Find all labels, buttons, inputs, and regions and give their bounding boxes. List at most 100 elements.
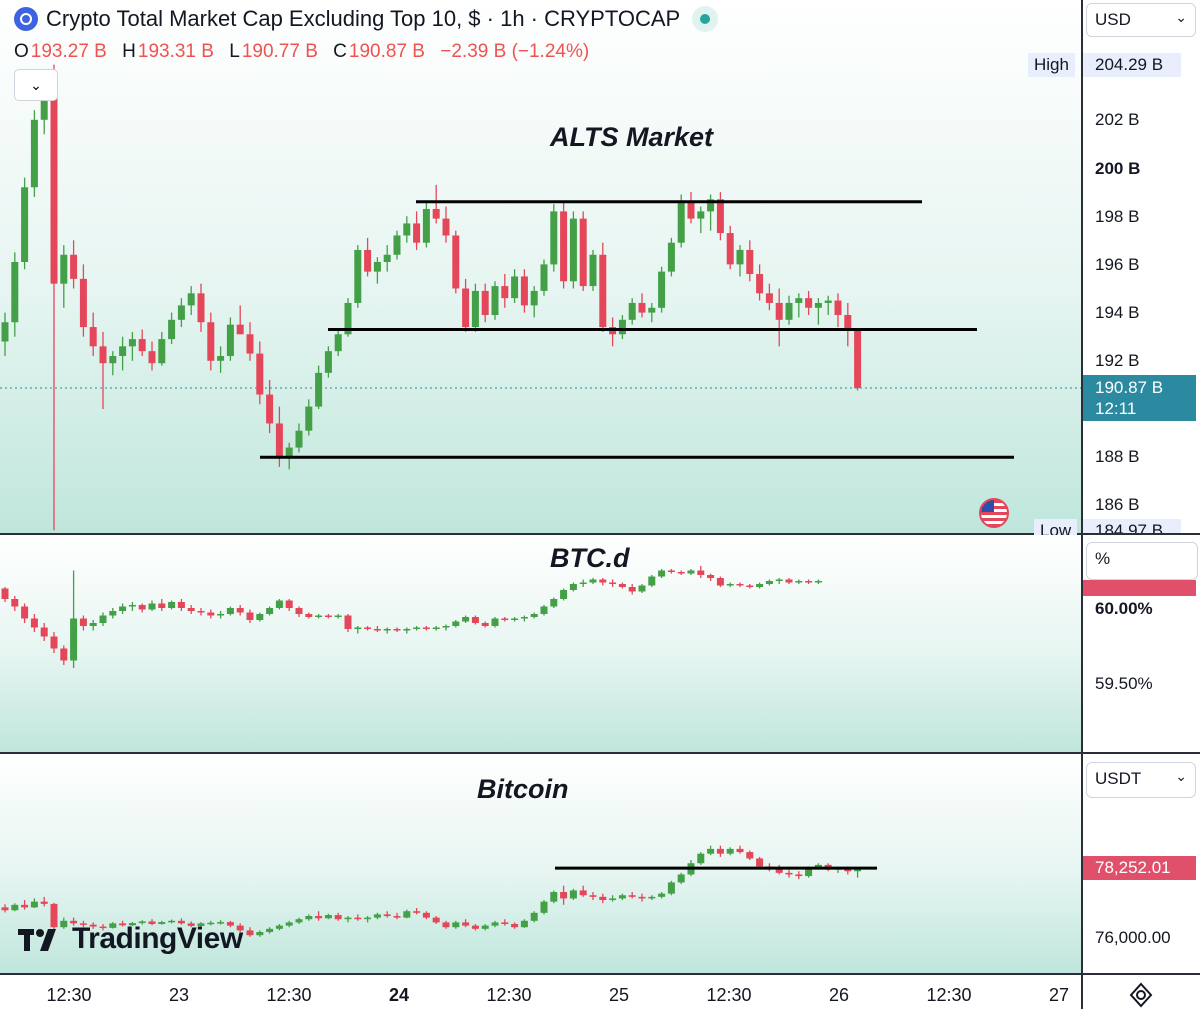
candle-body (383, 914, 391, 917)
candle (30, 614, 38, 632)
candle (128, 922, 136, 926)
candle-body (775, 579, 783, 581)
candle (305, 399, 313, 436)
candle-body (403, 629, 411, 631)
candle-body (324, 615, 332, 617)
candle (628, 584, 636, 595)
us-flag-icon[interactable] (979, 498, 1009, 528)
candle-body (305, 916, 313, 920)
candle (579, 885, 587, 897)
candle-body (187, 608, 195, 611)
candle-body (716, 199, 724, 234)
candle (383, 245, 391, 272)
candle (756, 856, 764, 869)
candle-body (462, 288, 470, 328)
time-label: 25 (608, 985, 630, 1005)
chart-settings-icon[interactable] (1128, 982, 1154, 1008)
bitcoin-pane[interactable]: Bitcoin TradingView (0, 754, 1081, 973)
btc-dominance-pane[interactable]: BTC.d (0, 535, 1081, 752)
collapse-legend-button[interactable]: ⌄ (14, 69, 58, 101)
candle (569, 888, 577, 901)
unit-selector[interactable]: % (1086, 542, 1198, 580)
pane-divider[interactable] (0, 752, 1200, 754)
candle-body (775, 302, 783, 320)
candle-body (599, 254, 607, 328)
candle-body (1, 322, 9, 342)
btc-dominance-chart[interactable] (0, 535, 1081, 752)
candle-body (79, 923, 87, 925)
candle (128, 602, 136, 611)
candle (99, 924, 107, 931)
candle (462, 615, 470, 623)
candle (550, 597, 558, 608)
candle-body (560, 590, 568, 599)
candle (765, 283, 773, 311)
candle (687, 569, 695, 575)
time-axis[interactable]: 12:30 23 12:30 24 12:30 25 12:30 26 12:3… (0, 975, 1081, 1009)
candle-body (21, 904, 29, 908)
candle (50, 632, 58, 653)
candle (609, 579, 617, 587)
candle (207, 312, 215, 371)
candle-body (501, 618, 509, 620)
candle-body (520, 920, 528, 928)
main-price-axis[interactable]: USD ⌄ 204.29 B 202 B 200 B 198 B 196 B 1… (1083, 0, 1200, 533)
candle-body (256, 614, 264, 620)
symbol-title[interactable]: Crypto Total Market Cap Excluding Top 10… (46, 6, 681, 31)
candle-body (334, 334, 342, 352)
candle-body (285, 447, 293, 458)
candle (79, 920, 87, 928)
candle-body (667, 570, 675, 572)
candle (158, 599, 166, 611)
alts-market-pane[interactable]: ALTS Market Crypto Total Market Cap Excl… (0, 0, 1081, 533)
candle (814, 298, 822, 325)
candle-body (569, 218, 577, 282)
candle (618, 582, 626, 589)
candle (520, 269, 528, 313)
quote-currency-label: USDT (1095, 769, 1142, 788)
candle-body (119, 923, 127, 926)
btcd-price-axis[interactable]: % 60.00% 59.50% (1083, 535, 1200, 752)
candle (471, 924, 479, 931)
price-tick: 198 B (1095, 207, 1140, 226)
pane-divider[interactable] (0, 533, 1200, 535)
bitcoin-last-price-badge: 78,252.01 (1083, 856, 1196, 880)
candle-body (373, 629, 381, 631)
candle-body (452, 621, 460, 626)
market-status-icon[interactable] (692, 6, 719, 32)
candle-body (305, 406, 313, 431)
bitcoin-chart[interactable] (0, 754, 1081, 973)
candle (452, 620, 460, 628)
candle (315, 614, 323, 619)
candle (275, 599, 283, 610)
candle (236, 305, 244, 335)
candle (197, 608, 205, 616)
candle-body (373, 914, 381, 918)
candle (491, 281, 499, 320)
candle-body (403, 911, 411, 918)
candle-body (814, 302, 822, 308)
candle-body (432, 627, 440, 629)
alts-market-chart[interactable] (0, 0, 1081, 533)
candle-body (21, 187, 29, 262)
currency-selector[interactable]: USD ⌄ (1086, 3, 1196, 37)
candle (246, 322, 254, 361)
candle-body (138, 339, 146, 352)
candle (60, 245, 68, 308)
candle-body (187, 293, 195, 306)
candle-body (765, 293, 773, 303)
candle-body (197, 611, 205, 613)
quote-currency-selector[interactable]: USDT ⌄ (1086, 762, 1196, 798)
candle-body (393, 629, 401, 631)
candle (364, 626, 372, 631)
candle (89, 620, 97, 631)
candle (638, 584, 646, 593)
candle-body (726, 233, 734, 265)
candle (716, 576, 724, 587)
candle (648, 575, 656, 587)
candle-body (324, 351, 332, 373)
bitcoin-price-axis[interactable]: USDT ⌄ 78,252.01 76,000.00 (1083, 754, 1200, 973)
candle (119, 336, 127, 371)
candle-body (50, 95, 58, 284)
candle-body (530, 290, 538, 306)
